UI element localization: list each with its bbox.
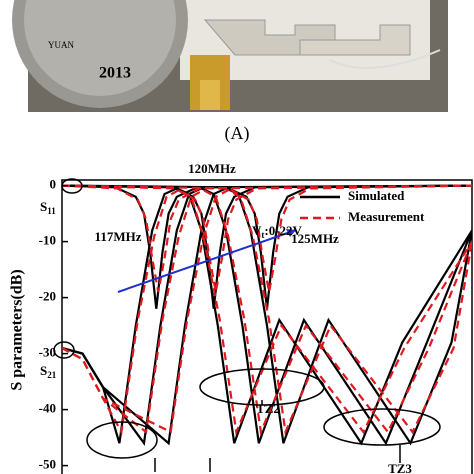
subscript: t [261, 230, 264, 240]
y-tick-label: -20 [39, 289, 56, 304]
caption: (A) [225, 123, 250, 144]
annotation: Vt:0-22V [252, 223, 303, 240]
coin-face [24, 0, 176, 96]
annotation: 120MHz [188, 161, 236, 176]
legend-label: Simulated [348, 188, 405, 203]
photo: YUAN 2013 [12, 0, 448, 112]
subscript: 21 [47, 370, 57, 380]
wire [329, 49, 441, 69]
annotation: 117MHz [95, 229, 142, 244]
pcb-trace [299, 24, 411, 56]
arrow [154, 400, 401, 472]
annotation: 125MHz [291, 231, 339, 246]
y-tick-label: 0 [50, 177, 57, 192]
y-tick-label: -50 [39, 457, 56, 472]
tuning-arrowhead [286, 229, 296, 237]
y-tick-label: -30 [39, 345, 56, 360]
tz-ellipse [199, 368, 325, 406]
sma-connector [200, 80, 220, 110]
marker-ellipse [53, 341, 75, 359]
decorations [53, 178, 441, 472]
y-tick-label: -10 [39, 233, 56, 248]
subscript: 11 [47, 206, 56, 216]
annotation: S11 [40, 199, 56, 216]
series-line [62, 188, 472, 437]
text: V [252, 223, 262, 238]
annotation: TZ3 [388, 461, 412, 474]
legend-label: Measurement [348, 209, 425, 224]
text: S [40, 363, 47, 378]
text: :0-22V [264, 223, 302, 238]
y-tick-label: -40 [39, 401, 56, 416]
series-line [62, 188, 472, 437]
annotation: TZ2 [256, 401, 280, 416]
tz-ellipse [323, 408, 441, 446]
series-line [62, 184, 472, 293]
annotation: S21 [40, 363, 57, 380]
y-axis-label: S parameters(dB) [9, 269, 26, 390]
tuning-arrow [117, 229, 297, 293]
series-line [62, 188, 472, 437]
text: S [40, 199, 47, 214]
coin-text: 2013 [99, 65, 131, 82]
coin-text: YUAN [48, 40, 74, 50]
plot-frame [61, 179, 473, 474]
tz-ellipse [86, 421, 158, 459]
